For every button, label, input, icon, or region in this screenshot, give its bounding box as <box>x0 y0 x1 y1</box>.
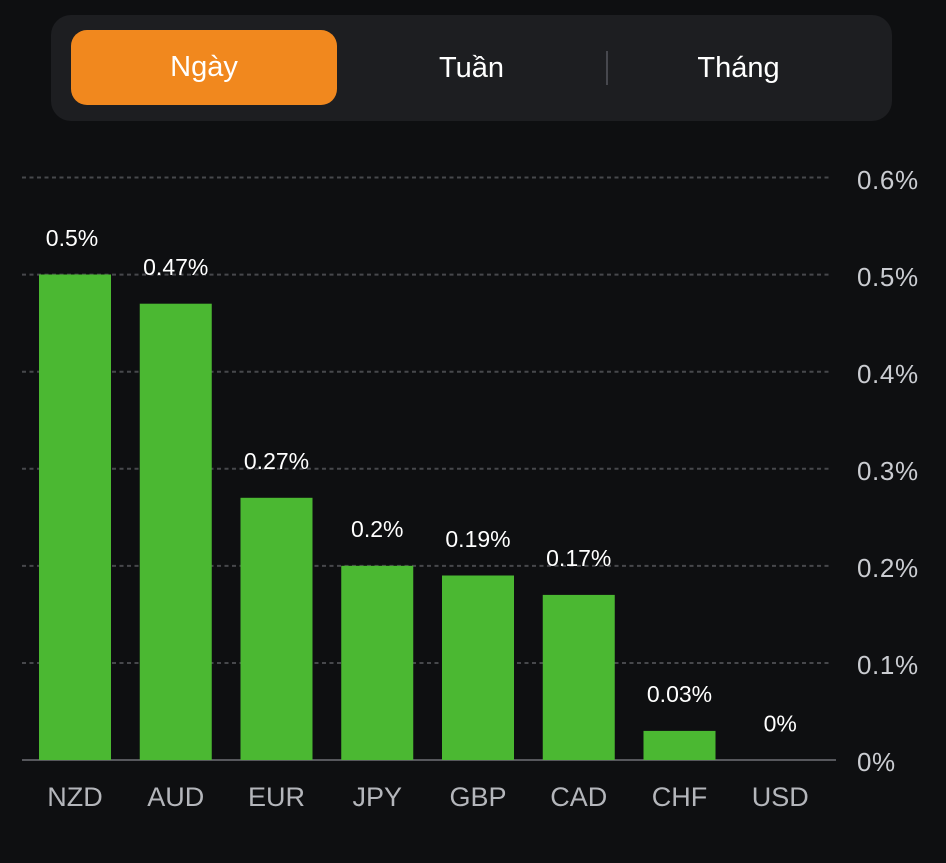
svg-text:0.47%: 0.47% <box>143 254 208 280</box>
svg-text:0.27%: 0.27% <box>244 448 309 474</box>
svg-text:0.19%: 0.19% <box>445 526 510 552</box>
svg-text:GBP: GBP <box>449 782 506 812</box>
svg-text:0.17%: 0.17% <box>546 545 611 571</box>
svg-text:0.1%: 0.1% <box>857 650 919 680</box>
svg-text:CAD: CAD <box>550 782 607 812</box>
svg-text:0.2%: 0.2% <box>857 553 919 583</box>
svg-text:NZD: NZD <box>47 782 103 812</box>
svg-text:0.5%: 0.5% <box>46 225 98 251</box>
svg-text:0.03%: 0.03% <box>647 681 712 707</box>
svg-text:AUD: AUD <box>147 782 204 812</box>
svg-text:0%: 0% <box>857 747 896 777</box>
svg-text:JPY: JPY <box>352 782 402 812</box>
svg-text:0.3%: 0.3% <box>857 456 919 486</box>
svg-text:0.4%: 0.4% <box>857 359 919 389</box>
svg-text:0.5%: 0.5% <box>857 262 919 292</box>
svg-text:0%: 0% <box>764 711 797 737</box>
svg-text:0.6%: 0.6% <box>857 165 919 195</box>
svg-text:CHF: CHF <box>652 782 708 812</box>
svg-text:USD: USD <box>752 782 809 812</box>
svg-text:EUR: EUR <box>248 782 305 812</box>
svg-text:0.2%: 0.2% <box>351 516 403 542</box>
